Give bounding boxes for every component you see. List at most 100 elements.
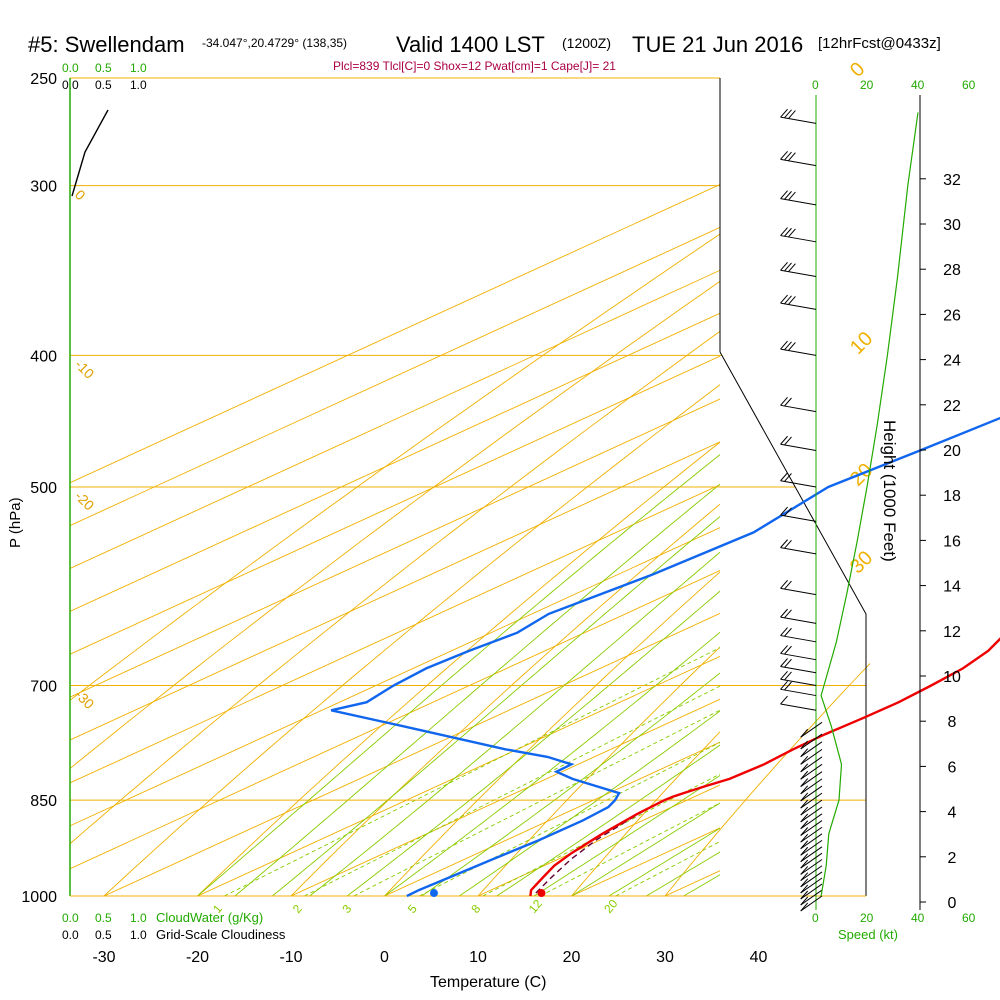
dry-adiabat-lines	[70, 233, 720, 896]
cloudiness-profile	[71, 109, 109, 197]
wind-barb-staff	[780, 652, 817, 661]
wind-barb-staff	[780, 688, 817, 697]
bottom-cloudiness-tick: 0.0	[62, 928, 79, 942]
moist-adiabat-line	[272, 515, 720, 896]
wind-barb-staff	[800, 741, 823, 758]
pressure-tick-label: 500	[30, 480, 57, 497]
top-cloudiness-tick: 0.5	[95, 78, 112, 92]
isotherm-line	[852, 78, 1000, 896]
wind-barb-flag	[780, 580, 788, 589]
wind-barb-staff	[780, 703, 817, 711]
wind-barb-flag	[800, 827, 809, 836]
wind-barb-flag	[784, 341, 792, 351]
dry-adiabat-extension	[720, 662, 870, 831]
wind-barb-staff	[800, 785, 823, 802]
wind-barb-staff	[800, 763, 823, 780]
wind-barb-staff	[800, 852, 823, 869]
wind-barb-flag	[800, 806, 809, 816]
wind-barb-staff	[780, 616, 817, 624]
mixing-ratio-label: 8	[468, 902, 483, 916]
wind-barb-staff	[780, 514, 817, 522]
height-tick-label: 2	[948, 850, 957, 867]
mixing-ratio-label: 12	[526, 896, 546, 915]
height-tick-label: 8	[948, 714, 957, 731]
cloudwater-label: CloudWater (g/Kg)	[156, 910, 263, 925]
wind-barb-staff	[800, 839, 823, 856]
pressure-tick-label: 300	[30, 179, 57, 196]
height-axis-title: Height (1000 Feet)	[880, 420, 899, 562]
height-tick-label: 24	[943, 353, 961, 370]
dry-adiabat-line	[103, 384, 720, 896]
wind-barb-flag	[784, 397, 792, 407]
wind-barb-flag	[800, 770, 809, 780]
wind-barb-flag	[784, 580, 792, 590]
wind-barb-staff	[780, 158, 817, 167]
wind-barb-staff	[780, 443, 817, 451]
cloudiness-label: Grid-Scale Cloudiness	[156, 927, 286, 942]
height-tick-label: 4	[948, 805, 957, 822]
wind-barb-staff	[800, 756, 823, 773]
mixing-ratio-label: 20	[601, 896, 621, 915]
isotherm-line	[103, 612, 720, 896]
moist-adiabat-line	[459, 710, 720, 896]
parcel-path	[535, 799, 665, 894]
surface-temperature-marker	[537, 889, 546, 898]
wind-barb-flag	[780, 190, 788, 200]
right-extension-lines	[720, 662, 870, 831]
wind-barb-staff	[800, 865, 823, 882]
height-tick-label: 20	[943, 443, 961, 460]
speed-tick-bottom: 20	[860, 911, 874, 925]
wind-barb-flag	[780, 150, 788, 160]
moist-adiabat-lines	[197, 66, 1000, 896]
mixing-ratio-label: 3	[339, 902, 354, 916]
moist-adiabat-line	[346, 590, 720, 896]
surface-dewpoint-marker	[429, 889, 438, 898]
wind-barb-flag	[780, 670, 788, 680]
height-tick-label: 12	[943, 624, 961, 641]
dry-adiabat-line	[570, 731, 720, 896]
wind-barb-flag	[780, 608, 788, 618]
wind-barb-flag	[788, 110, 796, 119]
height-tick-label: 26	[943, 307, 961, 324]
isotherm-line	[70, 184, 720, 484]
wind-barb-flag	[784, 262, 792, 272]
wind-barb-flag	[800, 813, 809, 823]
wind-barb-flag	[800, 820, 809, 830]
mixing-ratio-label: 5	[405, 902, 420, 916]
wind-barb-flag	[800, 740, 809, 750]
wind-barb-flag	[788, 228, 796, 238]
moist-adiabat-line	[533, 774, 720, 896]
wind-barb-flag	[784, 473, 792, 482]
height-tick-label: 28	[943, 262, 961, 279]
temperature-tick-label: 10	[469, 949, 487, 966]
moist-adiabat-line	[197, 454, 720, 896]
wind-barb-staff	[780, 547, 817, 555]
top-cloudwater-tick: 0.5	[95, 61, 112, 75]
wind-barb-staff	[780, 116, 817, 124]
dry-adiabat-label: 10	[846, 328, 877, 359]
isotherm-label: -20	[72, 488, 98, 514]
wind-barb-flag	[780, 627, 788, 636]
moist-adiabat-line	[384, 631, 720, 896]
temperature-tick-label: 40	[750, 949, 768, 966]
wind-barb-flag	[780, 396, 788, 406]
dry-adiabat-line	[290, 503, 720, 896]
dewpoint-profile	[330, 416, 1000, 898]
forecast-info: [12hrFcst@0433z]	[818, 35, 941, 52]
wind-barb-flag	[780, 340, 788, 350]
height-tick-label: 32	[943, 172, 961, 189]
wind-barb-flag	[788, 191, 796, 201]
wind-barb-flag	[800, 840, 809, 850]
wind-barb-flag	[780, 506, 788, 516]
wind-barb-staff	[780, 235, 817, 243]
wind-panel: 0 20 40 60 0 20 40 60 Speed (kt)	[780, 78, 976, 942]
moist-adiabat-line	[759, 66, 1000, 896]
valid-date: TUE 21 Jun 2016	[632, 32, 803, 57]
bottom-cloudwater-tick: 0.0	[62, 911, 79, 925]
wind-barb-flag	[780, 539, 788, 548]
wind-barb-flag	[784, 609, 792, 619]
temperature-tick-label: 30	[656, 949, 674, 966]
wind-barb-flag	[784, 436, 792, 446]
moist-adiabat-line	[309, 551, 720, 896]
